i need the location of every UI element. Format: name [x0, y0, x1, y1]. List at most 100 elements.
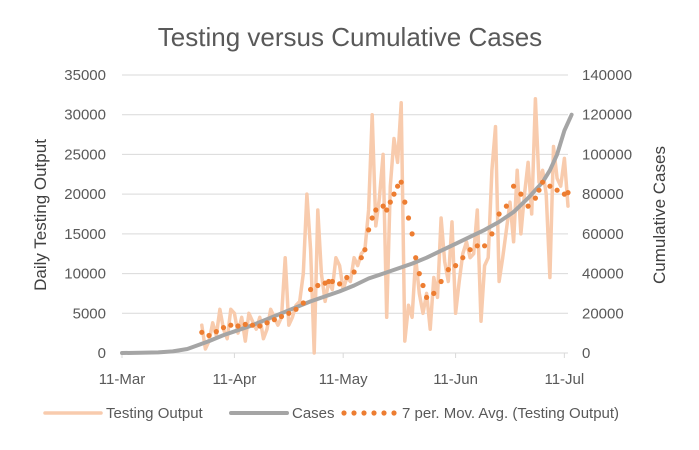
gridlines: [122, 74, 568, 314]
legend-label: Cases: [292, 405, 335, 422]
legend-swatch-dot: [381, 410, 387, 416]
data-point: [308, 286, 314, 293]
data-point: [424, 294, 430, 300]
y-left-tick-label: 20000: [64, 186, 106, 203]
data-point: [329, 278, 335, 285]
axes: 0 5000 10000 15000 20000 25000 30000 35000 0 2000…: [64, 67, 632, 388]
x-tick-label: 11-May: [319, 371, 368, 388]
legend-item: Testing Output: [43, 405, 204, 422]
data-point: [315, 282, 321, 289]
data-point: [405, 215, 412, 221]
data-point: [554, 187, 560, 193]
data-point: [536, 187, 542, 193]
data-point: [467, 247, 473, 253]
y-right-tick-label: 60000: [582, 226, 624, 243]
series-line: [200, 97, 570, 355]
data-point: [474, 243, 480, 249]
y-right-tick-label: 140000: [582, 67, 632, 84]
y-right-tick-label: 100000: [582, 146, 632, 163]
chart-title: Testing versus Cumulative Cases: [158, 22, 542, 52]
data-point: [344, 274, 350, 281]
data-point: [242, 321, 248, 327]
data-point: [438, 278, 444, 285]
legend-swatch-dot: [361, 410, 367, 416]
data-point: [358, 255, 364, 261]
legend-swatch-dot: [391, 410, 397, 416]
data-point: [518, 191, 524, 197]
data-point: [387, 199, 393, 205]
series-cases: [120, 112, 574, 355]
y-right-tick-label: 20000: [582, 305, 624, 322]
legend-item: Cases: [229, 405, 335, 422]
y-axis-right-title: Cumulative Cases: [650, 146, 669, 284]
data-point: [540, 179, 546, 185]
data-point: [213, 329, 219, 335]
y-left-tick-label: 0: [98, 345, 106, 362]
y-left-tick-label: 35000: [64, 67, 106, 84]
series-line: [120, 112, 574, 355]
data-point: [228, 322, 234, 328]
y-right-tick-label: 0: [582, 345, 590, 362]
series-7-per-mov-avg-testing-output: [199, 179, 571, 339]
data-point: [420, 282, 426, 289]
y-axis-left-title: Daily Testing Output: [31, 139, 50, 291]
legend-swatch-dot: [351, 410, 357, 416]
y-right-tick-label: 80000: [582, 186, 624, 203]
data-point: [271, 317, 277, 323]
data-point: [398, 179, 404, 185]
data-point: [220, 325, 227, 331]
data-point: [391, 191, 397, 197]
data-point: [510, 183, 517, 189]
data-point: [409, 231, 415, 237]
x-tick-label: 11-Jul: [544, 371, 584, 388]
legend-item: 7 per. Mov. Avg. (Testing Output): [341, 405, 619, 422]
data-point: [235, 323, 241, 329]
x-tick-label: 11-Mar: [99, 371, 145, 388]
y-left-tick-label: 10000: [64, 266, 106, 283]
data-point: [402, 199, 408, 205]
data-point: [286, 310, 292, 316]
y-left-tick-label: 15000: [64, 226, 106, 243]
x-tick-label: 11-Apr: [212, 371, 256, 388]
x-tick-label: 11-Jun: [433, 371, 478, 388]
data-point: [482, 243, 488, 249]
data-point: [384, 207, 390, 213]
data-point: [366, 227, 372, 233]
legend: Testing Output Cases 7 per. Mov. Avg. (Tes…: [43, 405, 619, 422]
data-point: [496, 211, 502, 217]
data-point: [369, 215, 375, 221]
data-point: [249, 322, 256, 328]
data-point: [413, 255, 419, 261]
data-point: [460, 255, 466, 261]
y-left-tick-label: 25000: [64, 146, 106, 163]
data-point: [532, 195, 539, 201]
legend-label: Testing Output: [106, 405, 204, 422]
y-left-tick-label: 5000: [73, 305, 106, 322]
series-testing-output: [200, 97, 570, 355]
y-right-tick-label: 40000: [582, 266, 624, 283]
data-point: [326, 278, 332, 285]
data-point: [416, 271, 422, 277]
data-point: [300, 300, 306, 306]
data-point: [395, 183, 401, 189]
data-point: [257, 323, 263, 329]
data-point: [431, 290, 437, 296]
data-point: [373, 207, 379, 213]
legend-swatch-dot: [341, 410, 347, 416]
data-point: [206, 332, 212, 339]
data-point: [293, 306, 299, 312]
y-left-tick-label: 30000: [64, 107, 106, 124]
data-point: [547, 183, 553, 189]
y-right-tick-label: 120000: [582, 107, 632, 124]
data-point: [362, 247, 368, 253]
legend-swatch-dot: [371, 410, 377, 416]
data-point: [503, 203, 509, 209]
data-point: [489, 231, 495, 237]
legend-label: 7 per. Mov. Avg. (Testing Output): [402, 405, 619, 422]
data-point: [445, 267, 451, 273]
data-point: [380, 203, 386, 209]
data-point: [453, 263, 459, 269]
series-layer: [120, 97, 574, 355]
